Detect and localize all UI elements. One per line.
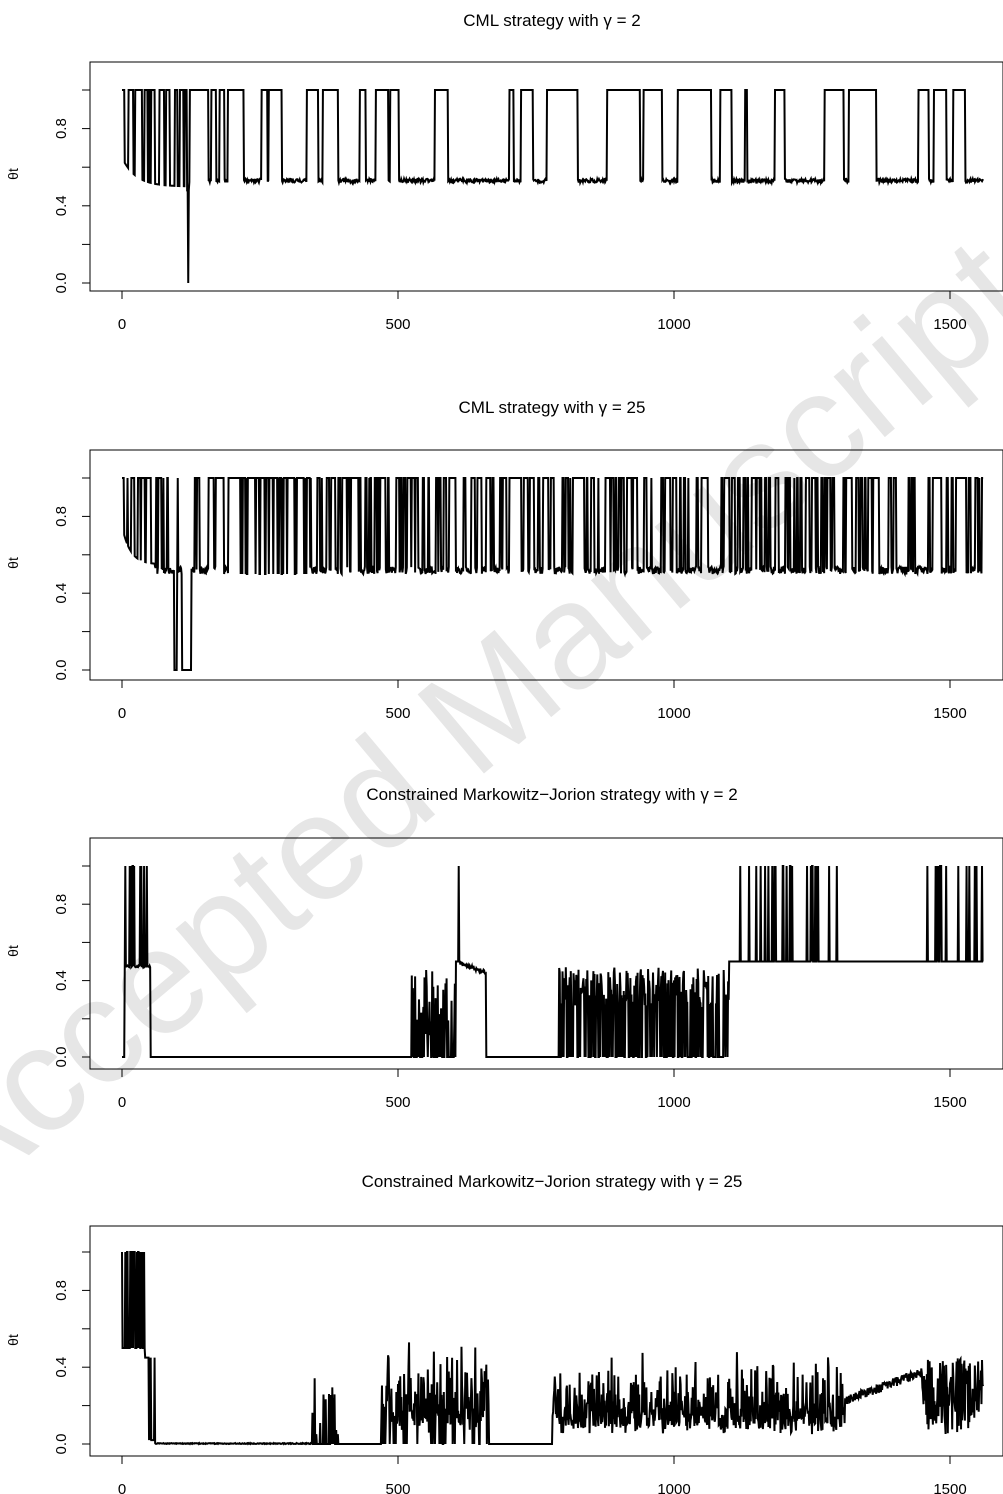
- y-tick-label: 0.8: [53, 506, 70, 527]
- y-tick-label: 0.8: [53, 1280, 70, 1301]
- chart-title: CML strategy with γ = 2: [463, 11, 640, 30]
- x-tick-label: 1500: [933, 1094, 966, 1111]
- y-tick-label: 0.4: [53, 195, 70, 216]
- series-line: [122, 865, 984, 1058]
- y-axis-label: θt: [5, 168, 21, 180]
- chart-panel-1: CML strategy with γ = 2 θt 0 500 1000 1500 0…: [5, 11, 1003, 333]
- chart-panel-3: Constrained Markowitz−Jorion strategy wi…: [5, 785, 1003, 1111]
- y-tick-label: 0.0: [53, 1434, 70, 1455]
- x-tick-label: 1000: [657, 1094, 690, 1111]
- y-axis-label: θt: [5, 945, 21, 957]
- x-tick-label: 0: [118, 705, 126, 722]
- x-tick-label: 1500: [933, 316, 966, 333]
- x-tick-label: 0: [118, 1094, 126, 1111]
- x-tick-label: 500: [385, 316, 410, 333]
- y-tick-label: 0.4: [53, 970, 70, 991]
- plot-frame: [89, 837, 1003, 1070]
- x-tick-label: 1000: [657, 705, 690, 722]
- x-tick-label: 0: [118, 1481, 126, 1494]
- series-line: [122, 89, 984, 284]
- y-tick-label: 0.8: [53, 894, 70, 915]
- y-tick-label: 0.0: [53, 660, 70, 681]
- x-tick-label: 500: [385, 705, 410, 722]
- x-tick-label: 1000: [657, 1481, 690, 1494]
- x-tick-label: 1500: [933, 705, 966, 722]
- y-tick-label: 0.4: [53, 583, 70, 604]
- chart-title: Constrained Markowitz−Jorion strategy wi…: [366, 785, 737, 804]
- plot-frame: [89, 61, 1003, 292]
- series-line: [122, 477, 984, 671]
- plot-frame: [89, 449, 1003, 681]
- y-tick-label: 0.4: [53, 1357, 70, 1378]
- y-tick-label: 0.8: [53, 118, 70, 139]
- y-axis-label: θt: [5, 1334, 21, 1346]
- plot-frame: [89, 1225, 1003, 1457]
- x-tick-label: 1000: [657, 316, 690, 333]
- chart-title: CML strategy with γ = 25: [459, 398, 646, 417]
- x-tick-label: 0: [118, 316, 126, 333]
- y-tick-label: 0.0: [53, 1047, 70, 1068]
- x-tick-label: 500: [385, 1481, 410, 1494]
- watermark-text: Accepted Manuscript: [0, 206, 1003, 1235]
- y-tick-label: 0.0: [53, 273, 70, 294]
- series-line: [121, 1251, 985, 1446]
- y-axis-label: θt: [5, 557, 21, 569]
- chart-panel-2: CML strategy with γ = 25 θt 0 500 1000 1500…: [5, 398, 1003, 722]
- x-tick-label: 500: [385, 1094, 410, 1111]
- chart-panel-4: Constrained Markowitz−Jorion strategy wi…: [5, 1172, 1003, 1494]
- x-tick-label: 1500: [933, 1481, 966, 1494]
- chart-title: Constrained Markowitz−Jorion strategy wi…: [362, 1172, 743, 1191]
